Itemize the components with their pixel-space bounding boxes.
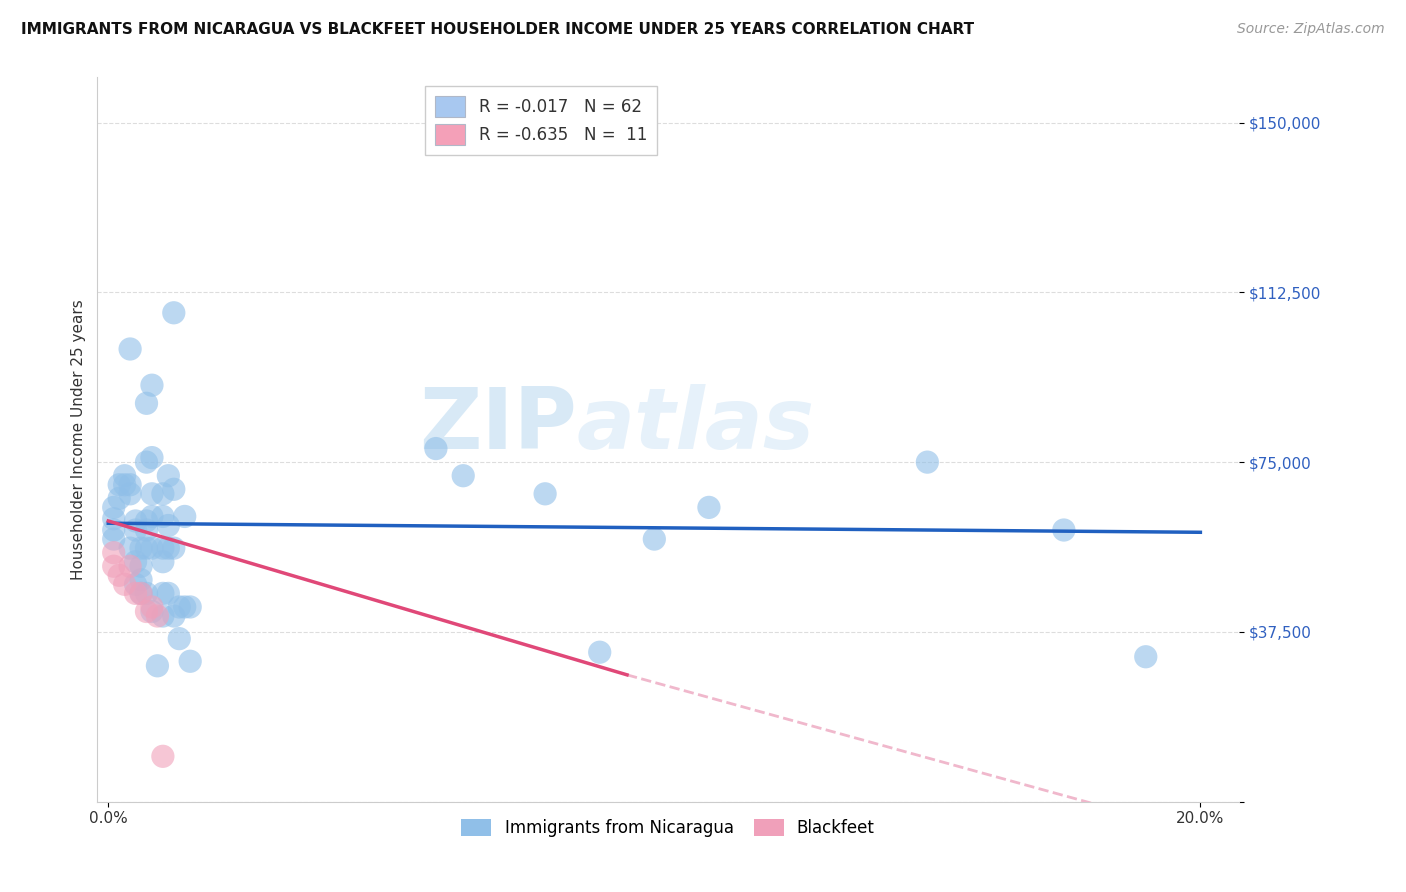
Point (103, 512, 125, 526)
Point (124, 514, 146, 528)
Point (129, 573, 152, 587)
Point (152, 749, 174, 764)
Point (146, 609, 169, 624)
Text: ZIP: ZIP (419, 384, 576, 467)
Point (167, 632, 190, 646)
Point (152, 586, 174, 600)
Point (114, 477, 136, 491)
Point (163, 483, 186, 497)
Point (108, 491, 131, 506)
Point (643, 532, 665, 546)
Point (124, 586, 146, 600)
Point (141, 378, 163, 392)
Point (120, 477, 142, 491)
Point (179, 599, 201, 614)
Point (103, 523, 125, 537)
Point (120, 487, 142, 501)
Legend: Immigrants from Nicaragua, Blackfeet: Immigrants from Nicaragua, Blackfeet (454, 813, 882, 844)
Point (135, 605, 157, 619)
Point (120, 559, 142, 574)
Point (152, 609, 174, 624)
Point (103, 532, 125, 546)
Point (108, 568, 131, 582)
Point (141, 541, 163, 555)
Point (589, 645, 612, 659)
Point (917, 455, 939, 469)
Point (135, 455, 157, 469)
Point (451, 468, 474, 483)
Point (152, 509, 174, 524)
Point (141, 599, 163, 614)
Point (157, 518, 180, 533)
Point (135, 523, 157, 537)
Point (157, 468, 180, 483)
Point (425, 442, 447, 456)
Point (141, 605, 163, 619)
Point (152, 541, 174, 555)
Point (103, 500, 125, 515)
Point (103, 546, 125, 560)
Point (179, 654, 201, 668)
Point (129, 559, 152, 574)
Point (1135, 649, 1157, 664)
Point (124, 523, 146, 537)
Text: Source: ZipAtlas.com: Source: ZipAtlas.com (1237, 22, 1385, 37)
Point (152, 555, 174, 569)
Point (129, 586, 152, 600)
Point (146, 658, 169, 673)
Point (157, 541, 180, 555)
Point (124, 577, 146, 591)
Point (120, 342, 142, 356)
Point (141, 509, 163, 524)
Point (108, 477, 131, 491)
Point (141, 450, 163, 465)
Text: IMMIGRANTS FROM NICARAGUA VS BLACKFEET HOUSEHOLDER INCOME UNDER 25 YEARS CORRELA: IMMIGRANTS FROM NICARAGUA VS BLACKFEET H… (21, 22, 974, 37)
Point (120, 541, 142, 555)
Point (141, 487, 163, 501)
Point (1053, 523, 1076, 537)
Point (152, 487, 174, 501)
Text: atlas: atlas (576, 384, 815, 467)
Point (163, 306, 186, 320)
Point (135, 586, 157, 600)
Y-axis label: Householder Income Under 25 years: Householder Income Under 25 years (72, 299, 86, 580)
Point (163, 609, 186, 624)
Point (173, 509, 195, 524)
Point (129, 586, 152, 600)
Point (173, 599, 195, 614)
Point (114, 468, 136, 483)
Point (163, 541, 186, 555)
Point (135, 396, 157, 410)
Point (167, 599, 190, 614)
Point (103, 559, 125, 574)
Point (124, 555, 146, 569)
Point (135, 541, 157, 555)
Point (129, 541, 152, 555)
Point (534, 487, 557, 501)
Point (135, 514, 157, 528)
Point (157, 586, 180, 600)
Point (114, 577, 136, 591)
Point (697, 500, 720, 515)
